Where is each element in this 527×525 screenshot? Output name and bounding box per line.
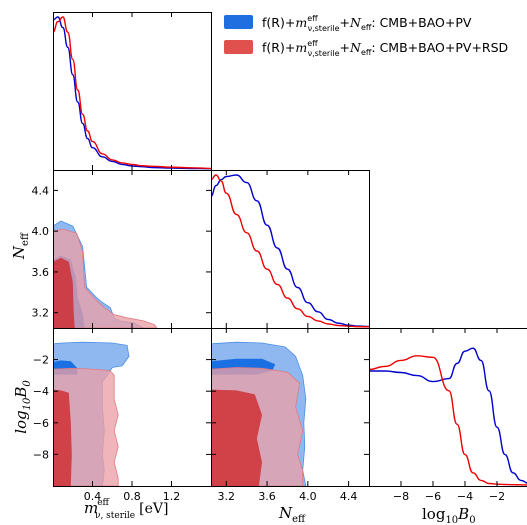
legend-2-param: m (295, 40, 307, 55)
xtick-label-logB0: −6 (425, 490, 441, 503)
legend-2-sub: ν,sterile (308, 49, 340, 58)
xtick-label-mnu: 0.4 (84, 490, 102, 503)
marginal-mnu (53, 16, 211, 170)
legend-item-1: f(R)+meff ν,sterile+Neff: CMB+BAO+PV (224, 14, 472, 33)
xtick-label-neff: 3.6 (258, 490, 276, 503)
contour-logB0_vs_mnu-series2_inner (53, 389, 72, 486)
contour-neff_vs_mnu-series2_inner (53, 257, 75, 328)
marginal-logB0-series-1 (369, 347, 527, 484)
xlabel-neff-sub: eff (292, 514, 306, 525)
legend-2-suffix: : CMB+BAO+PV+RSD (371, 40, 508, 55)
marginal-neff (211, 174, 369, 328)
xtick-label-mnu: 1.2 (163, 490, 181, 503)
ylabel-logB0-sub: 0 (22, 380, 33, 387)
ytick-label-neff: 4.0 (32, 225, 50, 238)
legend-item-2: f(R)+meff ν,sterile+Neff: CMB+BAO+PV+RSD (224, 39, 508, 58)
xlabel-logB0-sub: 0 (469, 515, 475, 525)
ytick-label-logB0: −8 (33, 448, 49, 461)
marginal-logB0-series-2 (369, 355, 527, 486)
ylabel-logB0-var: B (12, 387, 30, 399)
legend-swatch-1 (224, 15, 253, 29)
contour-neff-vs-mnu (53, 220, 158, 328)
ylabel-logB0: log10B0 (12, 380, 33, 434)
legend-1-sub: ν,sterile (308, 24, 340, 33)
legend: f(R)+meff ν,sterile+Neff: CMB+BAO+PV f(R)… (224, 14, 508, 58)
xtick-label-logB0: −2 (489, 490, 505, 503)
xtick-label-neff: 3.2 (218, 490, 236, 503)
ylabel-logB0-base: 10 (22, 397, 33, 410)
xlabel-mnu-unit: [eV] (139, 501, 168, 517)
ytick-label-neff: 3.2 (32, 307, 50, 320)
legend-1-plus: + (340, 15, 350, 30)
panel-marginal-logB0 (369, 328, 527, 487)
ytick-label-logB0: −4 (33, 385, 49, 398)
legend-1-neff-sub: eff (361, 23, 372, 32)
xtick-label-logB0: −4 (457, 490, 473, 503)
axis-ticks: 0.4 0.8 1.2 3.2 3.6 4.0 4.4 −8 −6 −4 −2 3.2 3.6 4.0 4.… (32, 12, 505, 503)
legend-1-sup: eff (307, 14, 318, 23)
contour-logB0_vs_neff-series2_inner (211, 389, 262, 486)
legend-1-neff: N (349, 15, 362, 30)
panel-marginal-neff (211, 170, 370, 329)
ytick-label-neff: 3.6 (32, 266, 50, 279)
marginal-neff-series-2 (211, 174, 369, 328)
xtick-label-mnu: 0.8 (123, 490, 141, 503)
xtick-label-neff: 4.4 (340, 490, 358, 503)
marginal-neff-series-1 (211, 174, 369, 328)
legend-swatch-2 (224, 40, 253, 54)
svg-text:Neff: Neff (278, 504, 306, 525)
xtick-label-logB0: −8 (393, 490, 409, 503)
legend-2-neff-sub: eff (361, 48, 372, 57)
contour-neff_vs_mnu-series2_outer (53, 228, 158, 328)
svg-text:log10B0: log10B0 (422, 505, 476, 525)
ytick-label-neff: 4.4 (32, 184, 50, 197)
contour-logB0-vs-mnu (53, 341, 130, 486)
xlabel-mnu-sup: eff (97, 498, 109, 508)
marginal-mnu-series-2 (53, 16, 211, 170)
xlabel-mnu-sub: ν, sterile (95, 511, 135, 521)
svg-text:log10B0: log10B0 (12, 380, 33, 434)
xlabel-logB0-prefix: log (422, 505, 446, 523)
ylabel-neff-sub: eff (20, 232, 31, 246)
xlabel-logB0-var: B (457, 505, 469, 523)
ytick-label-logB0: −6 (33, 417, 49, 430)
legend-2-neff: N (349, 40, 362, 55)
xlabel-neff: Neff (278, 504, 306, 525)
legend-2-prefix: f(R)+ (262, 40, 295, 55)
xlabel-mnu-main: m (84, 499, 98, 517)
xlabel-neff-main: N (278, 504, 293, 522)
ylabel-neff: Neff (10, 232, 31, 260)
xtick-label-neff: 4.0 (299, 490, 317, 503)
ytick-label-logB0: −2 (33, 354, 49, 367)
svg-text:Neff: Neff (10, 232, 31, 260)
xlabel-logB0: log10B0 (422, 505, 476, 525)
legend-2-plus: + (340, 40, 350, 55)
ylabel-neff-main: N (10, 245, 28, 260)
xlabel-logB0-base: 10 (445, 515, 458, 525)
legend-1-param: m (295, 15, 307, 30)
marginal-mnu-series-1 (53, 16, 211, 170)
xlabel-mnu: meff ν, sterile [eV] (84, 498, 168, 521)
ylabel-logB0-prefix: log (12, 410, 30, 433)
legend-2-sup: eff (307, 39, 318, 48)
legend-1-prefix: f(R)+ (262, 15, 295, 30)
marginal-logB0 (369, 347, 527, 486)
legend-1-suffix: : CMB+BAO+PV (371, 15, 472, 30)
panel-marginal-mnu (53, 12, 212, 171)
contour-logB0-vs-neff (211, 341, 307, 486)
